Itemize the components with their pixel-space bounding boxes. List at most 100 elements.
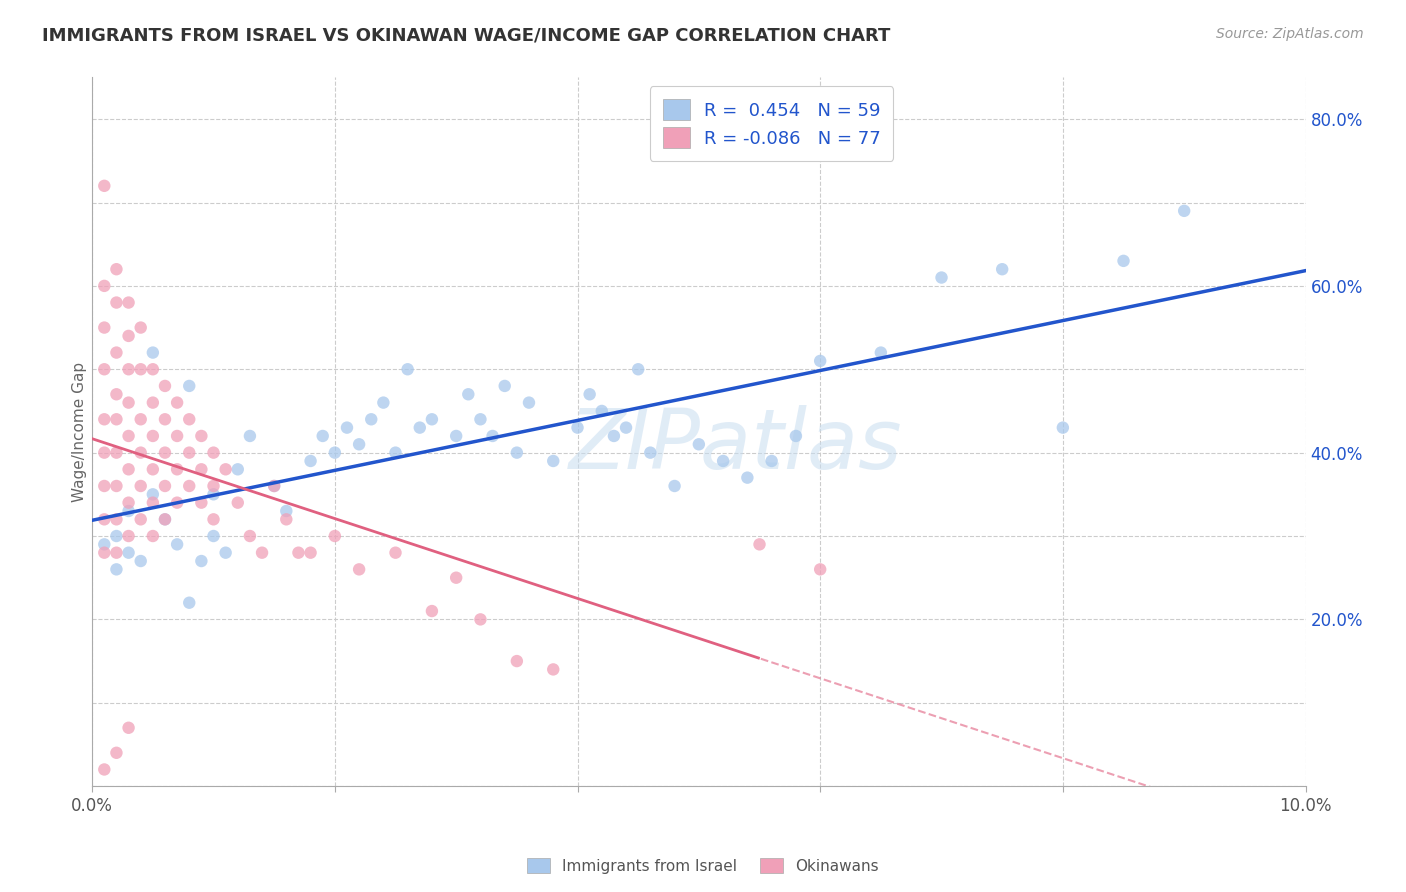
Point	[129, 554, 152, 568]
Point	[105, 387, 128, 401]
Point	[409, 420, 432, 434]
Point	[93, 512, 115, 526]
Point	[384, 445, 406, 459]
Point	[299, 454, 322, 468]
Point	[470, 412, 492, 426]
Point	[117, 529, 139, 543]
Point	[153, 412, 176, 426]
Point	[1173, 203, 1195, 218]
Point	[179, 379, 201, 393]
Point	[105, 562, 128, 576]
Point	[640, 445, 662, 459]
Point	[761, 454, 783, 468]
Point	[153, 512, 176, 526]
Point	[360, 412, 382, 426]
Point	[105, 262, 128, 277]
Point	[153, 445, 176, 459]
Point	[202, 445, 225, 459]
Point	[153, 479, 176, 493]
Point	[299, 546, 322, 560]
Point	[93, 320, 115, 334]
Point	[93, 546, 115, 560]
Text: IMMIGRANTS FROM ISRAEL VS OKINAWAN WAGE/INCOME GAP CORRELATION CHART: IMMIGRANTS FROM ISRAEL VS OKINAWAN WAGE/…	[42, 27, 890, 45]
Point	[541, 454, 564, 468]
Point	[93, 763, 115, 777]
Legend: Immigrants from Israel, Okinawans: Immigrants from Israel, Okinawans	[522, 852, 884, 880]
Point	[142, 345, 165, 359]
Point	[153, 379, 176, 393]
Point	[202, 529, 225, 543]
Point	[129, 362, 152, 376]
Point	[190, 496, 212, 510]
Point	[250, 546, 273, 560]
Point	[931, 270, 953, 285]
Text: ZIPatlas: ZIPatlas	[568, 406, 903, 486]
Point	[129, 412, 152, 426]
Point	[664, 479, 686, 493]
Point	[202, 479, 225, 493]
Point	[93, 537, 115, 551]
Point	[711, 454, 734, 468]
Point	[129, 512, 152, 526]
Point	[603, 429, 626, 443]
Point	[166, 429, 188, 443]
Point	[190, 554, 212, 568]
Point	[93, 479, 115, 493]
Point	[420, 412, 443, 426]
Point	[202, 512, 225, 526]
Y-axis label: Wage/Income Gap: Wage/Income Gap	[72, 362, 87, 502]
Point	[129, 445, 152, 459]
Point	[166, 395, 188, 409]
Point	[129, 479, 152, 493]
Point	[93, 178, 115, 193]
Point	[808, 354, 831, 368]
Point	[166, 462, 188, 476]
Point	[737, 470, 759, 484]
Point	[384, 546, 406, 560]
Point	[470, 612, 492, 626]
Point	[347, 562, 370, 576]
Point	[808, 562, 831, 576]
Point	[239, 429, 262, 443]
Point	[263, 479, 285, 493]
Point	[179, 479, 201, 493]
Point	[105, 345, 128, 359]
Point	[336, 420, 359, 434]
Point	[166, 496, 188, 510]
Point	[117, 362, 139, 376]
Point	[541, 662, 564, 676]
Point	[226, 496, 249, 510]
Point	[129, 320, 152, 334]
Point	[190, 429, 212, 443]
Point	[105, 295, 128, 310]
Point	[142, 462, 165, 476]
Point	[578, 387, 600, 401]
Point	[105, 746, 128, 760]
Point	[93, 445, 115, 459]
Point	[494, 379, 516, 393]
Point	[1052, 420, 1074, 434]
Point	[506, 654, 529, 668]
Point	[142, 395, 165, 409]
Point	[117, 329, 139, 343]
Point	[748, 537, 770, 551]
Point	[396, 362, 419, 376]
Point	[117, 546, 139, 560]
Point	[93, 278, 115, 293]
Point	[105, 512, 128, 526]
Text: Source: ZipAtlas.com: Source: ZipAtlas.com	[1216, 27, 1364, 41]
Point	[142, 529, 165, 543]
Point	[93, 412, 115, 426]
Point	[166, 537, 188, 551]
Point	[117, 429, 139, 443]
Point	[117, 721, 139, 735]
Point	[117, 395, 139, 409]
Point	[567, 420, 589, 434]
Point	[785, 429, 807, 443]
Point	[420, 604, 443, 618]
Point	[688, 437, 710, 451]
Point	[312, 429, 335, 443]
Point	[153, 512, 176, 526]
Point	[179, 596, 201, 610]
Point	[190, 462, 212, 476]
